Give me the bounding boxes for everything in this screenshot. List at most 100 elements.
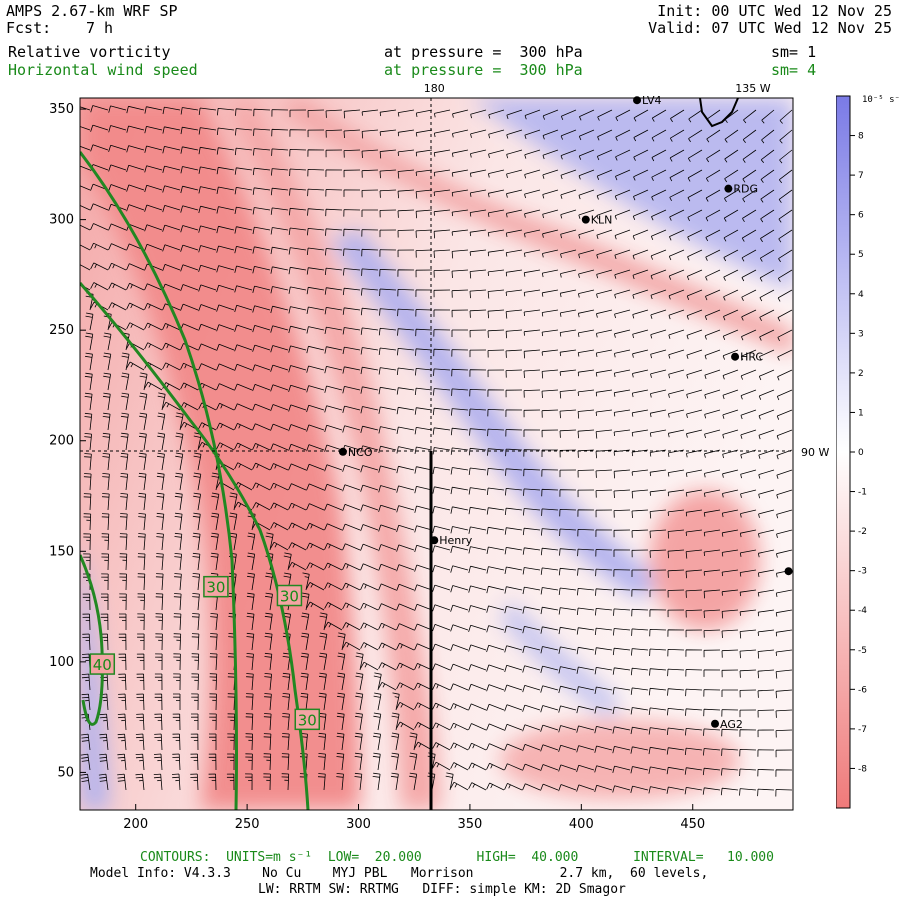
wind-barb: [469, 428, 487, 436]
wind-barb: [302, 572, 310, 591]
wind-barb: [252, 423, 271, 431]
wind-barb: [343, 268, 361, 276]
wind-barb: [613, 409, 631, 417]
wind-barb: [208, 753, 217, 771]
wind-barb: [703, 669, 721, 677]
field1-name: Relative vorticity: [8, 43, 171, 61]
wind-barb: [100, 613, 109, 631]
wind-barb: [505, 269, 523, 277]
wind-barb: [281, 753, 290, 771]
wind-barb: [342, 386, 361, 394]
wind-barb: [306, 483, 325, 491]
wind-barb: [523, 488, 541, 496]
wind-barb: [757, 649, 775, 659]
wind-barb: [686, 269, 703, 281]
wind-barb: [80, 205, 91, 211]
wind-barb: [706, 149, 721, 163]
wind-barb: [451, 249, 469, 259]
wind-barb: [101, 533, 110, 551]
wind-barb: [156, 472, 165, 491]
wind-barb: [190, 733, 199, 751]
wind-barb: [126, 204, 145, 212]
colorbar-tick-label: -4: [858, 606, 867, 616]
wind-barb: [414, 505, 433, 513]
wind-barb: [343, 129, 361, 139]
station-marker: [711, 719, 720, 728]
wind-barb: [301, 612, 310, 631]
wind-barb: [378, 563, 397, 571]
wind-barb: [469, 349, 487, 358]
station-marker: [784, 567, 793, 576]
wind-barb: [578, 229, 595, 239]
wind-barb: [668, 409, 685, 418]
negative-vorticity-band: [330, 230, 660, 600]
wind-barb: [245, 773, 253, 791]
wind-barb: [540, 567, 559, 575]
wind-barb: [540, 626, 559, 634]
wind-barb: [650, 229, 667, 241]
wind-barb: [378, 386, 397, 395]
wind-barb: [522, 626, 541, 634]
wind-barb: [596, 289, 613, 298]
wind-barb: [578, 289, 595, 298]
wind-barb: [81, 693, 91, 711]
wind-barb: [144, 322, 163, 331]
wind-barb: [227, 713, 235, 731]
wind-barb: [99, 693, 109, 711]
wind-barb: [540, 764, 559, 772]
wind-barb: [397, 229, 415, 238]
wind-barb: [559, 528, 577, 537]
wind-barb: [306, 385, 325, 393]
wind-barb: [342, 543, 361, 551]
wind-barb: [595, 509, 613, 518]
wind-barb: [577, 329, 595, 337]
wind-barb: [252, 187, 271, 195]
wind-barb: [524, 229, 541, 238]
wind-barb: [270, 305, 289, 314]
wind-barb: [468, 526, 487, 534]
contour-label-text: 30: [206, 579, 225, 597]
wind-barb: [119, 573, 127, 591]
x-tick-label: 250: [235, 817, 260, 830]
wind-barb: [354, 752, 363, 771]
wind-barb: [414, 544, 433, 553]
wind-barb: [432, 604, 451, 612]
wind-barb: [271, 128, 289, 137]
wind-barb: [779, 149, 793, 164]
forecast-value: 7 h: [86, 19, 114, 37]
wind-barb: [488, 129, 505, 139]
wind-barb: [415, 229, 433, 238]
wind-barb: [432, 702, 451, 711]
wind-barb: [198, 166, 217, 174]
wind-barb: [504, 684, 523, 692]
wind-barb: [198, 107, 217, 115]
wind-barb: [192, 532, 201, 551]
wind-barb: [757, 589, 775, 597]
wind-barb: [415, 109, 433, 117]
wind-barb: [342, 622, 361, 631]
wind-barb: [409, 732, 418, 751]
wind-barb: [117, 753, 127, 771]
wind-barb: [379, 149, 397, 159]
wind-barb: [265, 532, 274, 551]
wind-barb: [396, 642, 415, 651]
wind-barb: [668, 309, 685, 320]
wind-barb: [234, 167, 253, 175]
wind-barb: [451, 189, 469, 197]
wind-barb: [687, 149, 703, 162]
wind-barb: [90, 124, 109, 132]
wind-barb: [506, 189, 523, 198]
wind-barb: [488, 169, 505, 178]
wind-barb: [355, 712, 363, 731]
wind-barb: [80, 224, 91, 231]
wind-barb: [613, 429, 631, 437]
wind-barb: [172, 713, 181, 731]
wind-barb: [108, 164, 127, 172]
wind-barb: [739, 649, 757, 659]
wind-barb: [191, 693, 199, 711]
wind-barb: [252, 364, 271, 372]
wind-barb: [523, 269, 541, 277]
wind-barb: [360, 622, 379, 631]
wind-barb: [209, 673, 218, 691]
wind-barb: [433, 129, 451, 138]
